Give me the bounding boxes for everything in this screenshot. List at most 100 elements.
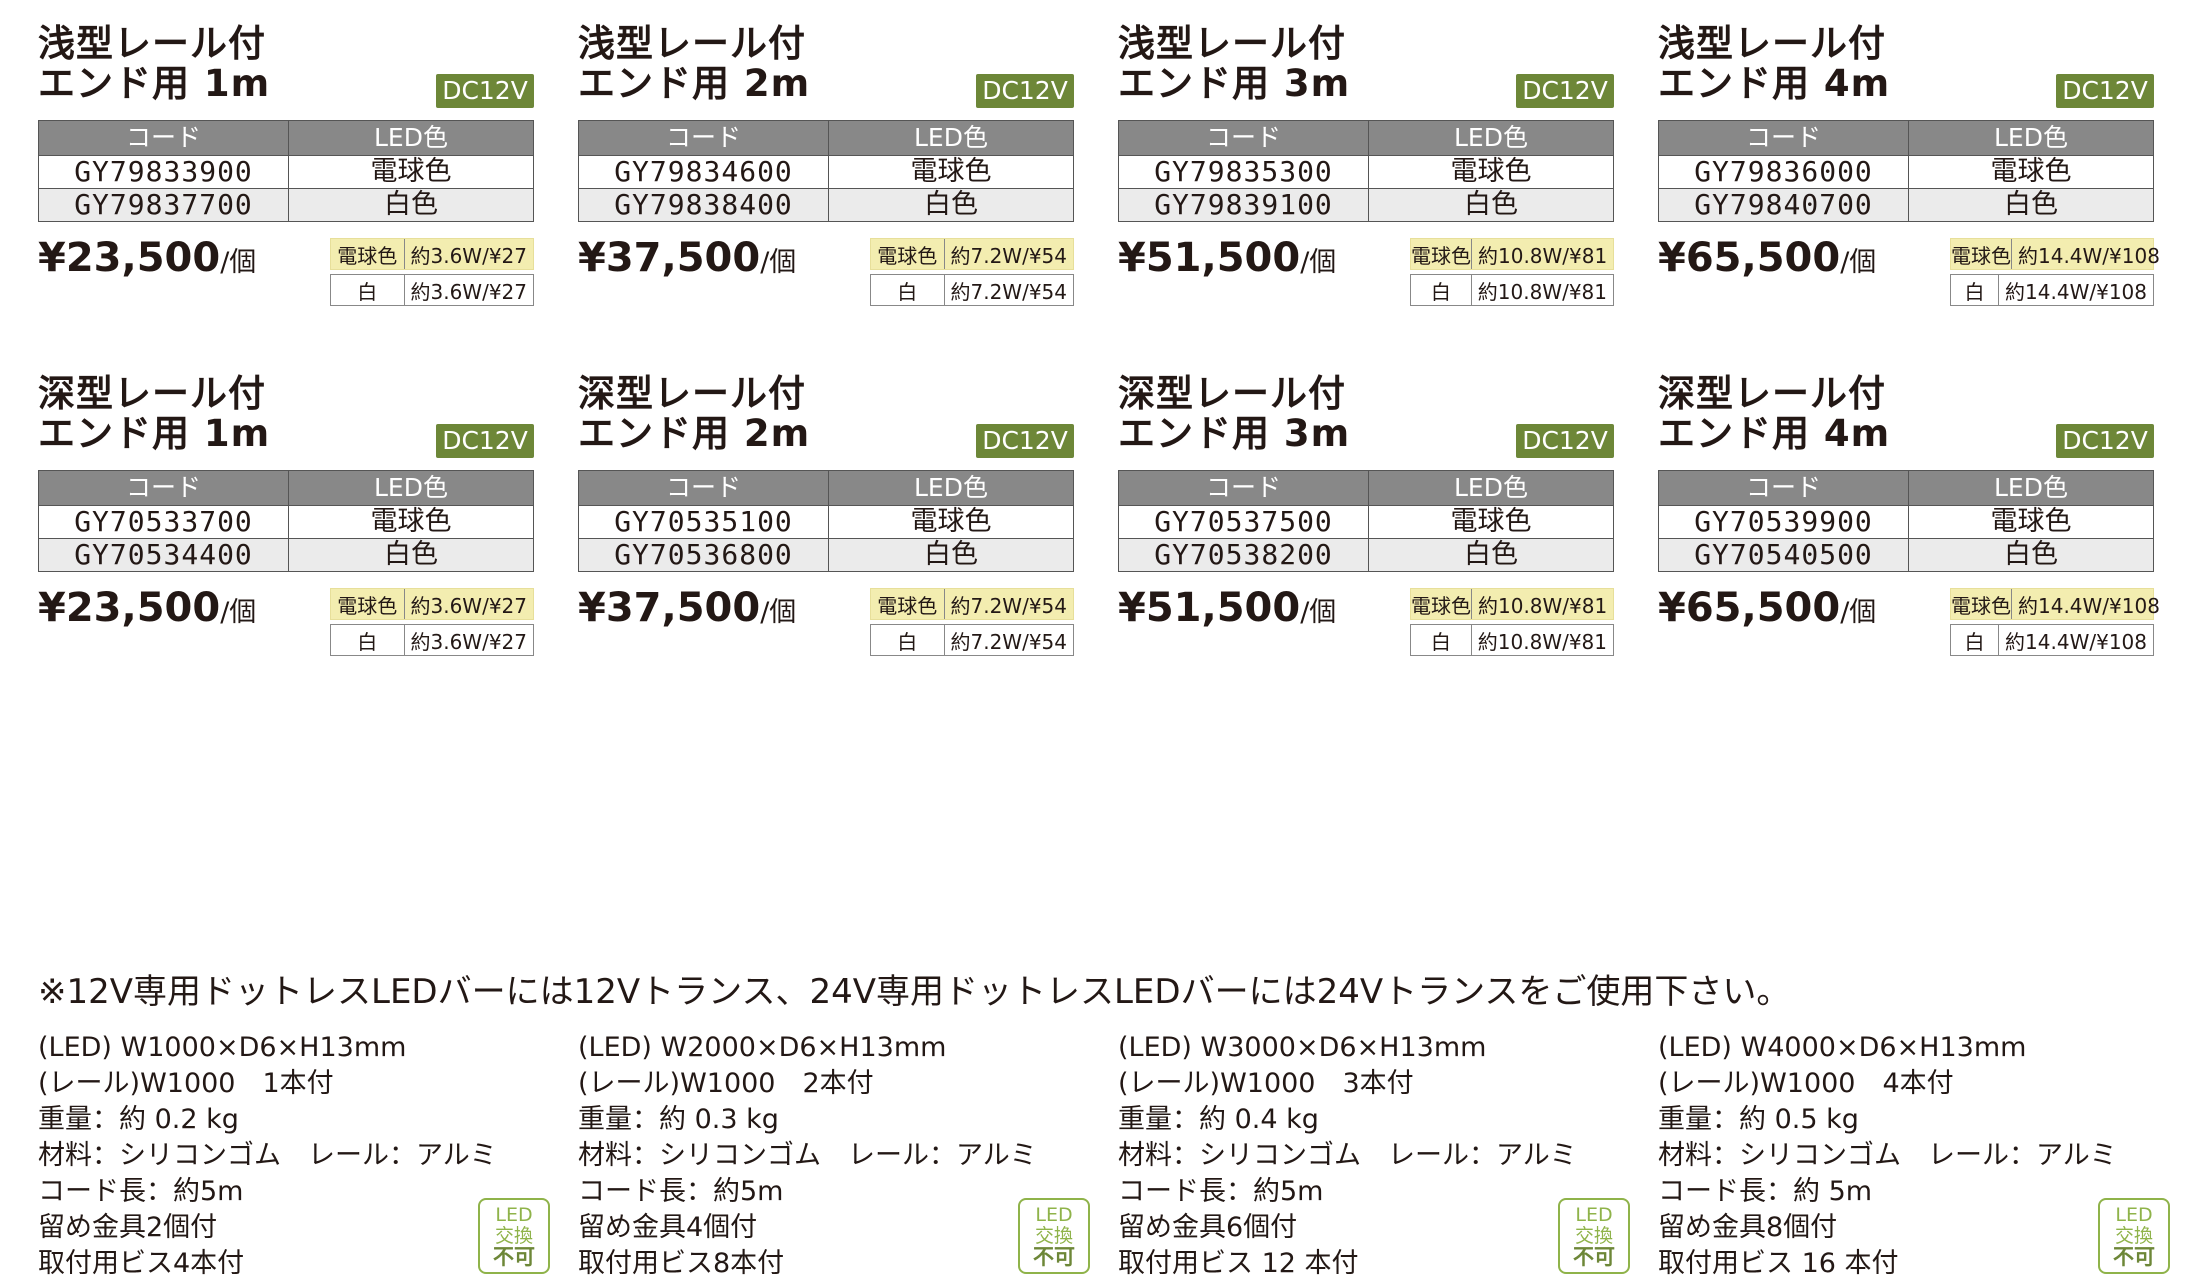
price: ¥65,500/個 [1658, 236, 1876, 285]
price-unit: /個 [1300, 597, 1337, 628]
swap-line-3: 不可 [1033, 1245, 1075, 1269]
swap-line-3: 不可 [493, 1245, 535, 1269]
product-title: 浅型レール付 エンド用 3m [1118, 24, 1350, 104]
code-table: コード LED色 GY79833900 電球色 GY79837700 白色 [38, 120, 534, 222]
product-code: GY79838400 [578, 188, 829, 222]
voltage-badge: DC12V [436, 424, 534, 458]
product-title-line2: エンド用 4m [1658, 412, 1891, 455]
spec-line: (レール)W1000 1本付 [38, 1068, 334, 1099]
price-value: ¥37,500 [578, 235, 761, 281]
price: ¥23,500/個 [38, 236, 256, 285]
table-row: GY79837700 白色 [38, 188, 534, 222]
power-warm-value: 約7.2W/¥54 [950, 243, 1068, 268]
spec-line: (レール)W1000 2本付 [578, 1068, 874, 1099]
product-title: 深型レール付 エンド用 3m [1118, 374, 1350, 454]
table-row: GY79838400 白色 [578, 188, 1074, 222]
price: ¥37,500/個 [578, 586, 796, 635]
code-table-header: コード LED色 [38, 470, 534, 506]
table-row: GY70540500 白色 [1658, 538, 2154, 572]
spec-line: (LED) W1000×D6×H13mm [38, 1032, 407, 1063]
product-code: GY70535100 [578, 505, 829, 539]
power-white-kind: 白 [1951, 275, 2000, 305]
code-column-header: コード [38, 470, 289, 506]
spec-line: 重量：約 0.3 kg [578, 1104, 779, 1135]
power-white: 白約3.6W/¥27 [330, 274, 534, 306]
product-card: 浅型レール付 エンド用 1m DC12V コード LED色 GY79833900 電球色 GY… [24, 0, 534, 320]
product-title-line1: 深型レール付 [1658, 372, 1886, 415]
spec-line: 取付用ビス4本付 [38, 1248, 245, 1279]
code-table: コード LED色 GY79835300 電球色 GY79839100 白色 [1118, 120, 1614, 222]
power-white: 白約10.8W/¥81 [1410, 274, 1614, 306]
power-warm-kind: 電球色 [331, 589, 405, 619]
spec-line: 重量：約 0.5 kg [1658, 1104, 1859, 1135]
product-title: 浅型レール付 エンド用 4m [1658, 24, 1890, 104]
code-column-header: コード [578, 470, 829, 506]
product-title-line1: 浅型レール付 [1658, 22, 1886, 65]
product-title: 深型レール付 エンド用 1m [38, 374, 270, 454]
spec-line: 留め金具8個付 [1658, 1212, 1838, 1243]
table-row: GY79836000 電球色 [1658, 155, 2154, 189]
product-card: 深型レール付 エンド用 1m DC12V コード LED色 GY70533700 電球色 GY… [24, 350, 550, 1279]
price-value: ¥37,500 [578, 585, 761, 631]
voltage-badge: DC12V [1516, 74, 1614, 108]
spec-line: 留め金具6個付 [1118, 1212, 1298, 1243]
voltage-badge: DC12V [1516, 424, 1614, 458]
product-title-line2: エンド用 2m [578, 62, 811, 105]
table-row: GY70539900 電球色 [1658, 505, 2154, 539]
power-warm: 電球色 約14.4W/¥108 [1950, 588, 2160, 620]
power-white: 白約14.4W/¥108 [1950, 624, 2154, 656]
spec-list: (LED) W4000×D6×H13mm (レール)W1000 4本付 重量：約 0… [1658, 1030, 2158, 1282]
product-title-line1: 深型レール付 [578, 372, 806, 415]
power-white: 白約3.6W/¥27 [330, 624, 534, 656]
product-code: GY79836000 [1658, 155, 1909, 189]
table-row: GY70534400 白色 [38, 538, 534, 572]
spec-line: (LED) W2000×D6×H13mm [578, 1032, 947, 1063]
code-column-header: コード [1118, 120, 1369, 156]
product-card: 浅型レール付 エンド用 2m DC12V コード LED色 GY79834600 電球色 GY… [564, 0, 1074, 320]
led-color: 電球色 [828, 155, 1074, 189]
power-warm-value: 約3.6W/¥27 [410, 243, 528, 268]
power-white-value: 約14.4W/¥108 [2005, 629, 2147, 654]
product-title: 浅型レール付 エンド用 1m [38, 24, 270, 104]
footnote: ※12V専用ドットレスLEDバーには12Vトランス、24V専用ドットレスLEDバ… [38, 972, 1791, 1012]
led-color-column-header: LED色 [1908, 120, 2154, 156]
led-color: 電球色 [1368, 155, 1614, 189]
led-color: 白色 [1908, 538, 2154, 572]
power-white: 白約14.4W/¥108 [1950, 274, 2154, 306]
price: ¥23,500/個 [38, 586, 256, 635]
code-column-header: コード [1658, 120, 1909, 156]
product-code: GY79839100 [1118, 188, 1369, 222]
spec-line: コード長：約5m [578, 1176, 784, 1207]
power-warm-kind: 電球色 [871, 239, 945, 269]
spec-line: コード長：約5m [38, 1176, 244, 1207]
power-white-value: 約14.4W/¥108 [2005, 279, 2147, 304]
product-card: 深型レール付 エンド用 3m DC12V コード LED色 GY70537500 電球色 GY… [1104, 350, 1630, 1279]
table-row: GY70536800 白色 [578, 538, 1074, 572]
price-value: ¥65,500 [1658, 585, 1841, 631]
product-code: GY79840700 [1658, 188, 1909, 222]
power-warm-value: 約3.6W/¥27 [410, 593, 528, 618]
power-white-value: 約10.8W/¥81 [1477, 279, 1607, 304]
code-table-header: コード LED色 [578, 120, 1074, 156]
power-white-kind: 白 [1411, 275, 1472, 305]
power-white-value: 約7.2W/¥54 [950, 629, 1068, 654]
code-table-header: コード LED色 [1118, 120, 1614, 156]
power-warm: 電球色 約10.8W/¥81 [1410, 588, 1614, 620]
code-table: コード LED色 GY70539900 電球色 GY70540500 白色 [1658, 470, 2154, 572]
product-card: 深型レール付 エンド用 4m DC12V コード LED色 GY70539900 電球色 GY… [1644, 350, 2170, 1279]
product-title-line1: 深型レール付 [38, 372, 266, 415]
led-color: 白色 [828, 538, 1074, 572]
code-table-header: コード LED色 [1658, 470, 2154, 506]
table-row: GY70535100 電球色 [578, 505, 1074, 539]
spec-line: 材料：シリコンゴム レール：アルミ [38, 1140, 497, 1171]
spec-list: (LED) W3000×D6×H13mm (レール)W1000 3本付 重量：約 0… [1118, 1030, 1618, 1282]
led-color: 電球色 [1368, 505, 1614, 539]
led-color: 電球色 [288, 155, 534, 189]
led-color-column-header: LED色 [1908, 470, 2154, 506]
spec-line: (LED) W4000×D6×H13mm [1658, 1032, 2027, 1063]
product-title-line2: エンド用 3m [1118, 412, 1351, 455]
power-warm: 電球色 約3.6W/¥27 [330, 238, 534, 270]
swap-line-2: 交換 [494, 1225, 533, 1247]
power-white-kind: 白 [331, 275, 405, 305]
led-color: 白色 [1368, 188, 1614, 222]
